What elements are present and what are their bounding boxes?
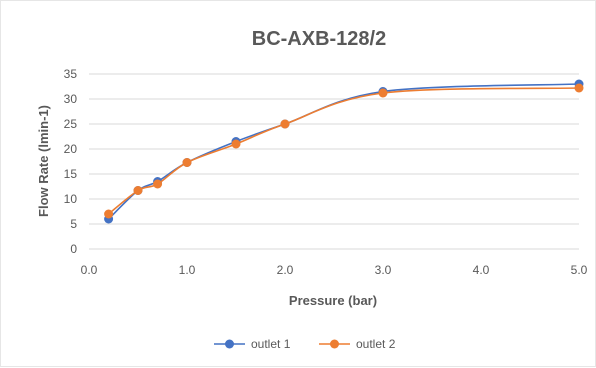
data-point	[574, 83, 584, 93]
chart-title: BC-AXB-128/2	[252, 28, 386, 50]
x-tick-label: 2.0	[277, 263, 294, 277]
legend: outlet 1 outlet 2	[214, 337, 396, 351]
legend-label: outlet 2	[356, 337, 396, 351]
legend-item: outlet 2	[319, 337, 396, 351]
series-line	[108, 87, 580, 215]
x-tick-label: 1.0	[179, 263, 196, 277]
x-tick-label: 0.0	[81, 263, 98, 277]
x-tick-label: 4.0	[473, 263, 490, 277]
gridlines	[89, 73, 579, 225]
y-tick-label: 30	[64, 92, 78, 106]
legend-marker	[330, 339, 339, 349]
y-tick-label: 35	[64, 67, 78, 81]
y-tick-label: 5	[70, 217, 77, 231]
y-tick-label: 20	[64, 142, 78, 156]
data-point	[280, 119, 290, 129]
series-2	[104, 83, 584, 219]
data-point	[153, 179, 163, 189]
y-axis-title: Flow Rate (lmin-1)	[36, 105, 51, 217]
data-point	[182, 158, 192, 167]
x-tick-label: 5.0	[571, 263, 588, 277]
y-tick-label: 25	[64, 117, 78, 131]
data-point	[231, 139, 241, 149]
data-point	[104, 209, 114, 219]
x-axis-title: Pressure (bar)	[289, 293, 377, 308]
x-tick-label: 3.0	[375, 263, 392, 277]
legend-item: outlet 1	[214, 337, 291, 351]
y-axis-ticks: 0 5 10 15 20 25 30 35	[64, 67, 78, 256]
x-axis-ticks: 0.0 1.0 2.0 3.0 4.0 5.0	[81, 263, 588, 277]
data-point	[133, 186, 143, 195]
series-group	[104, 79, 584, 224]
y-tick-label: 0	[70, 242, 77, 256]
data-point	[378, 88, 388, 98]
legend-marker	[225, 339, 234, 349]
y-tick-label: 10	[64, 192, 78, 206]
legend-label: outlet 1	[251, 337, 291, 351]
y-tick-label: 15	[64, 167, 78, 181]
